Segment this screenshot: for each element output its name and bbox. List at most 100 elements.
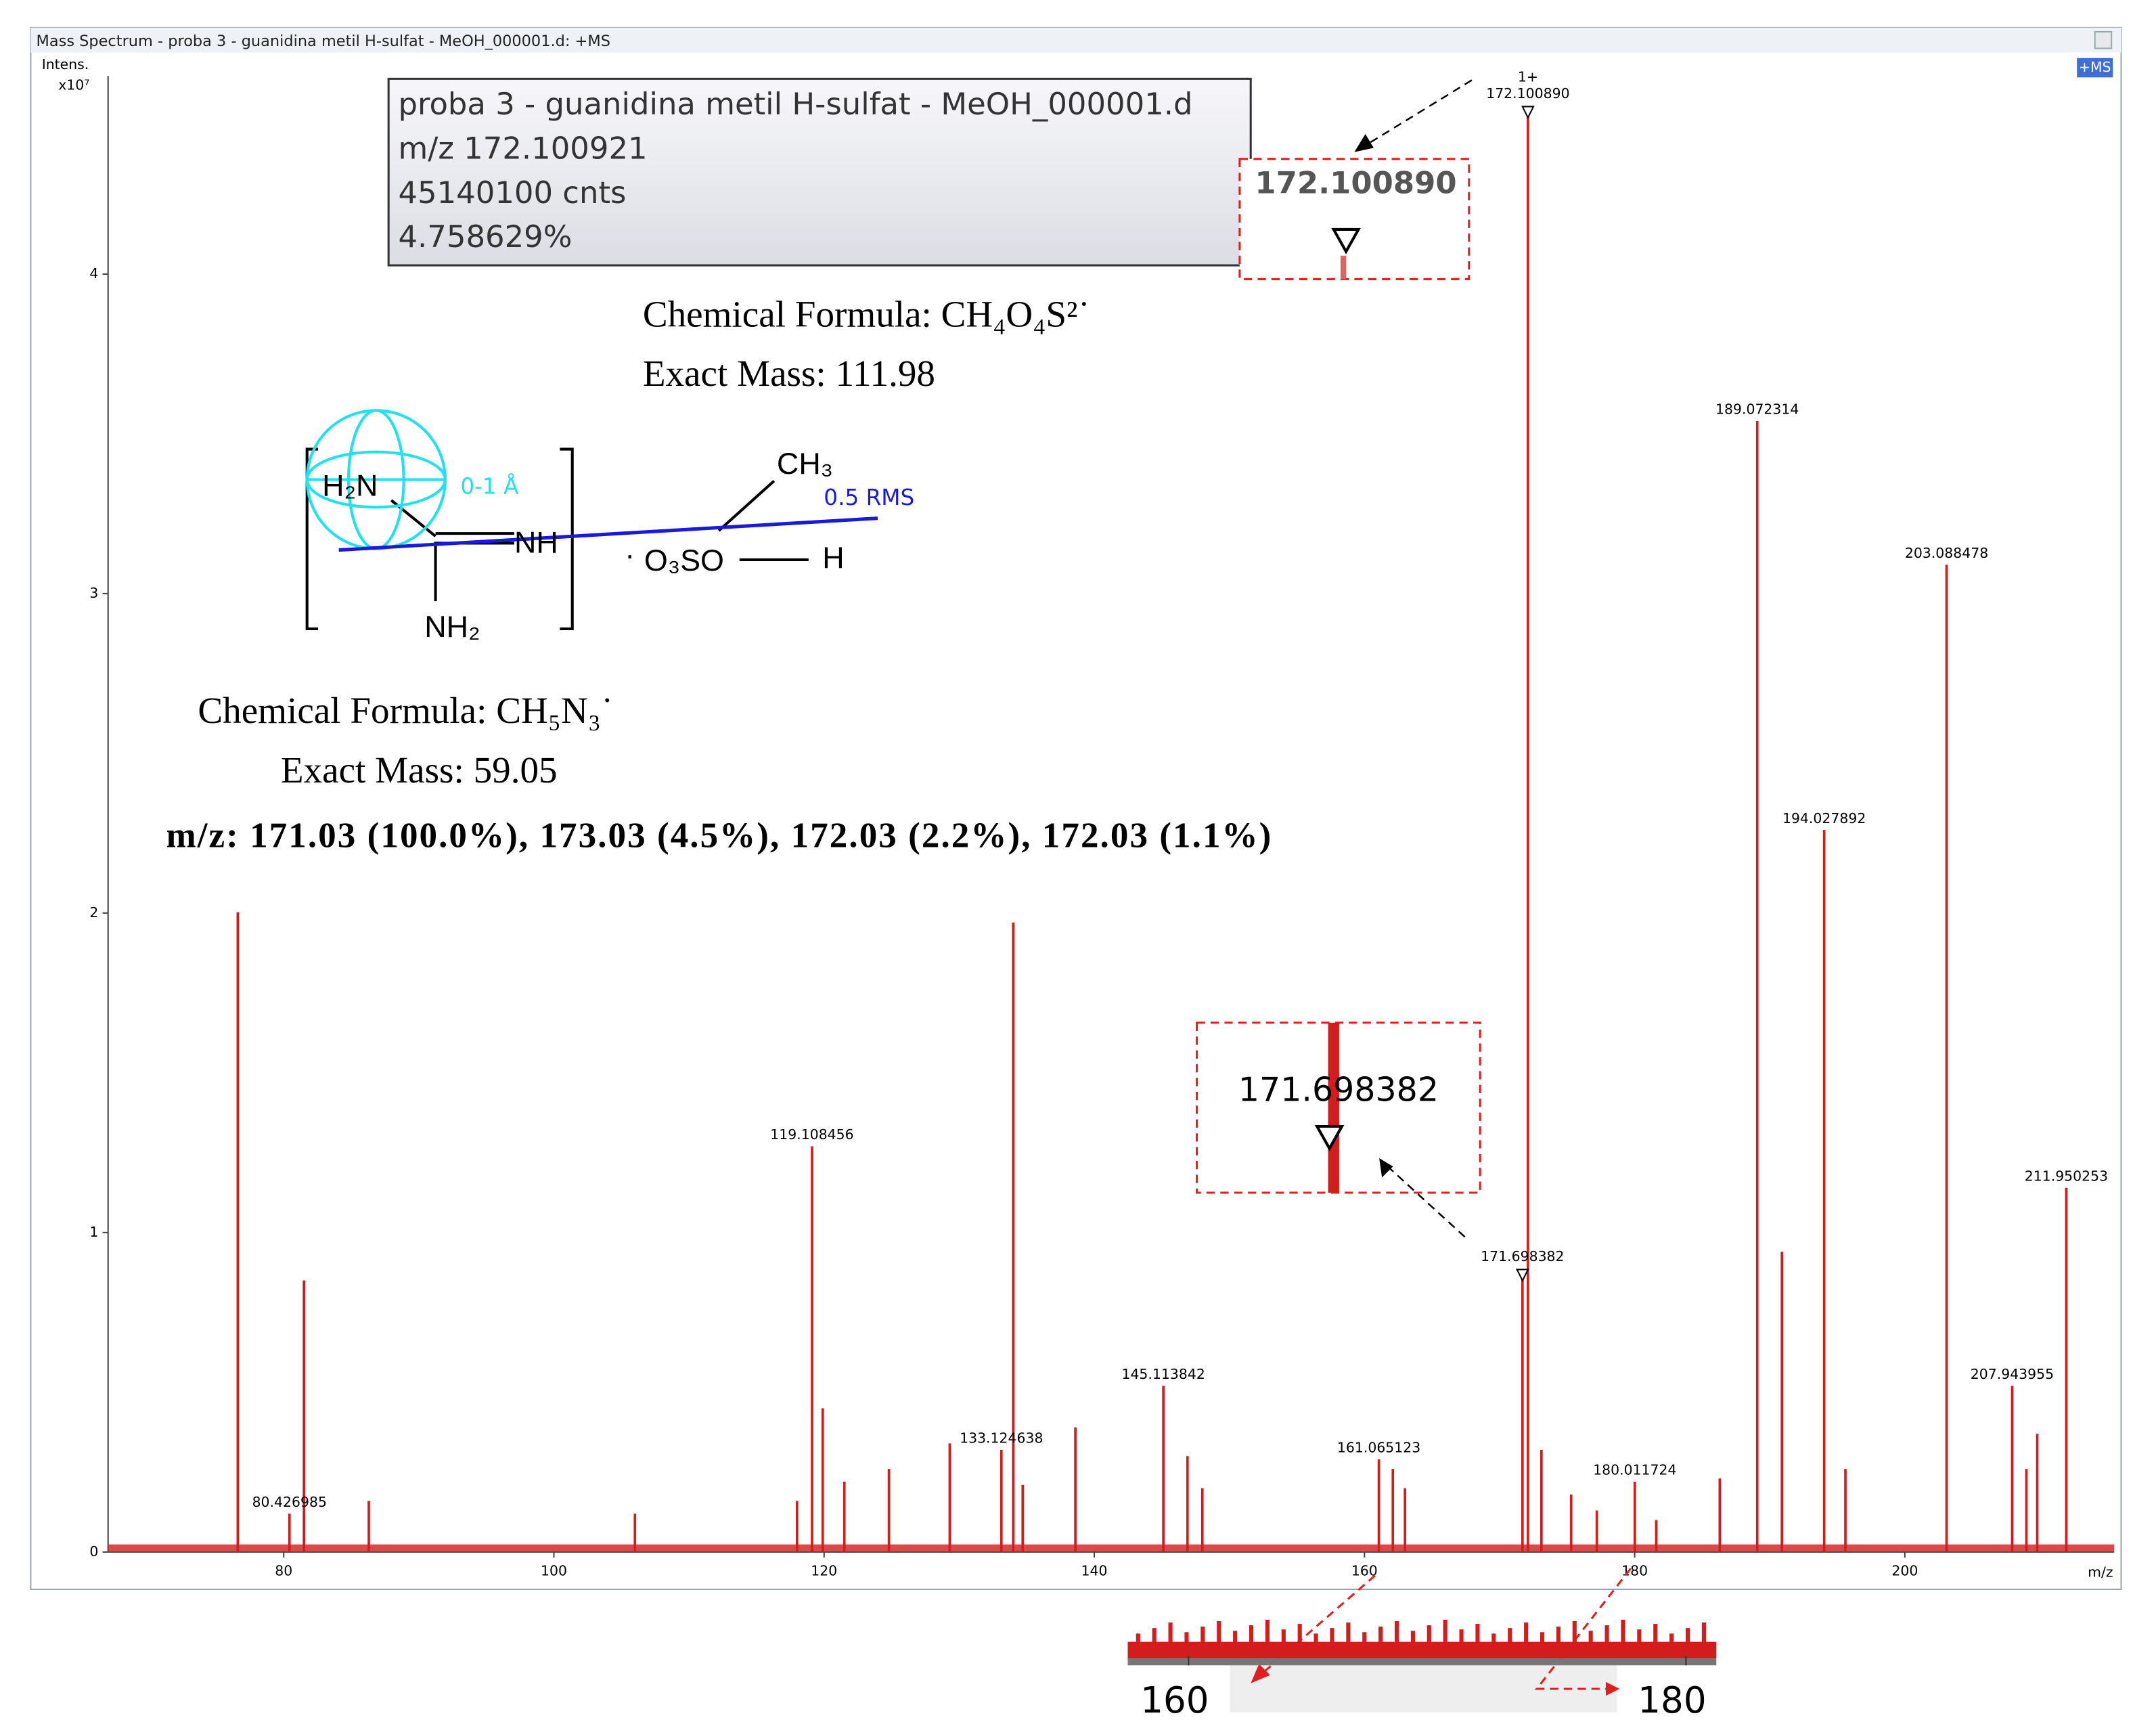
title-bar — [30, 27, 2121, 53]
inset-spike — [1233, 1631, 1238, 1642]
callout-stick — [1340, 255, 1347, 280]
inset-axis-bg — [1230, 1665, 1617, 1713]
formula-text: Exact Mass: 111.98 — [643, 353, 935, 394]
rms-line — [338, 516, 878, 552]
x-tick-label: 200 — [1891, 1562, 1918, 1578]
inset-spike — [1524, 1622, 1529, 1642]
y-tick-label: 3 — [89, 585, 98, 601]
y-tick-label: 2 — [89, 904, 98, 921]
peak-label: 211.950253 — [2025, 1168, 2108, 1184]
x-tick-label: 180 — [1621, 1562, 1648, 1578]
atom-label: CH₃ — [777, 446, 833, 481]
callout-marker — [1331, 227, 1361, 255]
sphere-label: 0-1 Å — [460, 474, 519, 500]
inset-spike — [1588, 1631, 1593, 1642]
callout-label: 171.698382 — [1238, 1070, 1439, 1109]
callout-box — [1238, 158, 1470, 280]
inset-spike — [1136, 1633, 1140, 1642]
formula-text: Chemical Formula: CH₄O₄S²˙ — [643, 293, 1090, 334]
inset-spectrum — [1127, 1619, 1717, 1666]
inset-spike — [1653, 1624, 1658, 1642]
peak-marker — [1521, 106, 1535, 120]
atom-label: H₂N — [322, 468, 378, 503]
x-tick-label: 140 — [1081, 1562, 1108, 1578]
mz-line: m/z: 171.03 (100.0%), 173.03 (4.5%), 172… — [166, 816, 1272, 856]
inset-spike — [1184, 1632, 1189, 1642]
x-tick-label: 120 — [811, 1562, 837, 1578]
peak-label: 145.113842 — [1121, 1366, 1205, 1382]
formula-text: Exact Mass: 59.05 — [281, 749, 558, 791]
inset-spike — [1540, 1632, 1545, 1642]
y-axis-label: Intens. — [42, 56, 89, 72]
inset-spike — [1313, 1633, 1318, 1642]
inset-tick-label: 180 — [1638, 1679, 1706, 1721]
inset-spike — [1701, 1622, 1706, 1642]
y-multiplier: x10⁷ — [58, 77, 89, 93]
structure-panel — [145, 276, 1424, 912]
charge-label: 1+ — [1518, 69, 1538, 85]
peak-label: 172.100890 — [1486, 85, 1569, 102]
inset-spike — [1427, 1625, 1431, 1642]
inset-spike — [1621, 1619, 1625, 1642]
tooltip-line: proba 3 - guanidina metil H-sulfat - MeO… — [398, 86, 1192, 122]
mode-badge — [2077, 58, 2113, 78]
inset-spike — [1362, 1632, 1367, 1642]
mode-label: +MS — [2079, 59, 2111, 75]
inset-spike — [1604, 1625, 1609, 1642]
inset-tick-label: 160 — [1140, 1679, 1209, 1721]
arrow — [1534, 1568, 1632, 1690]
tooltip — [387, 77, 1252, 267]
inset-spike — [1394, 1620, 1399, 1642]
inset-spike — [1281, 1629, 1286, 1642]
callout-arrows — [1368, 79, 1473, 1238]
overlays: Chemical Formula: CH₄O₄S²˙ Exact Mass: 11… — [145, 77, 1717, 1721]
tooltip-line: 45140100 cnts — [398, 175, 626, 211]
x-tick-label: 100 — [541, 1562, 567, 1578]
tooltip-line: m/z 172.100921 — [398, 131, 647, 167]
inset-spike — [1346, 1622, 1351, 1642]
inset-spike — [1410, 1631, 1415, 1642]
inset-spike — [1152, 1628, 1156, 1642]
atom-label: · — [625, 537, 635, 572]
inset-spike — [1330, 1628, 1334, 1642]
close-button[interactable] — [2094, 30, 2113, 49]
inset-spike — [1637, 1629, 1642, 1642]
peak-label: 194.027892 — [1782, 810, 1866, 826]
inset-spike — [1217, 1620, 1221, 1642]
atom-label: NH₂ — [424, 609, 480, 644]
inset-spike — [1297, 1624, 1302, 1642]
inset-spike — [1265, 1619, 1270, 1642]
inset-spike — [1685, 1628, 1690, 1642]
inset-spike — [1556, 1627, 1560, 1642]
y-tick-label: 1 — [89, 1224, 98, 1240]
tooltip-line: 4.758629% — [398, 219, 572, 255]
inset-spike — [1572, 1620, 1577, 1642]
inset-spike — [1459, 1629, 1464, 1642]
peak-marker — [1516, 1268, 1529, 1283]
peak-label: 161.065123 — [1337, 1440, 1420, 1456]
peak-label: 119.108456 — [770, 1126, 853, 1143]
atom-label: O₃SO — [644, 543, 724, 577]
inset-spike — [1249, 1625, 1254, 1642]
callout-stick — [1328, 1022, 1339, 1193]
inset-spike — [1443, 1619, 1447, 1642]
arrow — [1368, 79, 1473, 145]
inset-band — [1127, 1641, 1717, 1659]
callout-marker — [1314, 1124, 1345, 1151]
atom-label: NH — [514, 525, 558, 559]
inset-spike — [1475, 1624, 1480, 1642]
y-tick-label: 0 — [89, 1543, 98, 1560]
formula-text: Chemical Formula: CH₅N₃˙ — [198, 690, 613, 731]
inset-spike — [1378, 1627, 1383, 1642]
peak-label: 171.698382 — [1481, 1248, 1564, 1264]
peak-label: 207.943955 — [1971, 1366, 2054, 1382]
y-tick-label: 4 — [89, 265, 98, 282]
inset-spike — [1168, 1622, 1173, 1642]
inset-spike — [1669, 1633, 1674, 1642]
x-tick-label: 80 — [275, 1562, 292, 1578]
atom-label: H — [822, 540, 844, 575]
bond — [717, 480, 776, 532]
